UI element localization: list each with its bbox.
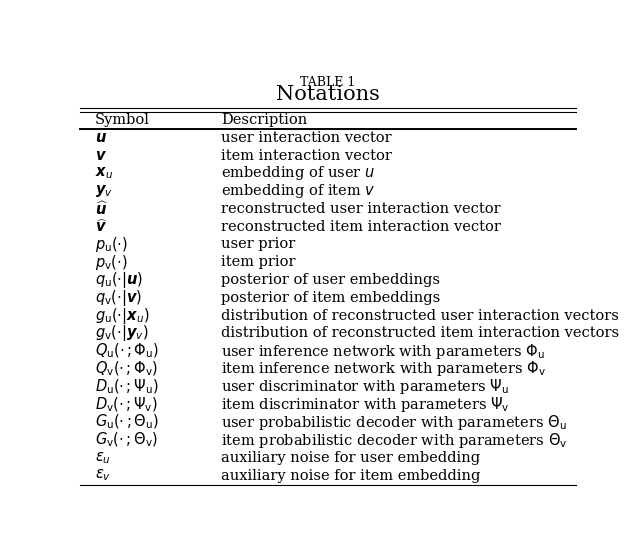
Text: $G_{\mathrm{u}}(\cdot\,;\Theta_{\mathrm{u}})$: $G_{\mathrm{u}}(\cdot\,;\Theta_{\mathrm{… [95,413,159,431]
Text: $G_{\mathrm{v}}(\cdot\,;\Theta_{\mathrm{v}})$: $G_{\mathrm{v}}(\cdot\,;\Theta_{\mathrm{… [95,431,158,449]
Text: $\widehat{\boldsymbol{v}}$: $\widehat{\boldsymbol{v}}$ [95,218,108,235]
Text: $q_{\mathrm{u}}(\cdot|\boldsymbol{u})$: $q_{\mathrm{u}}(\cdot|\boldsymbol{u})$ [95,270,143,290]
Text: $g_{\mathrm{u}}(\cdot|\boldsymbol{x}_u)$: $g_{\mathrm{u}}(\cdot|\boldsymbol{x}_u)$ [95,306,149,326]
Text: distribution of reconstructed item interaction vectors: distribution of reconstructed item inter… [221,326,620,340]
Text: $\boldsymbol{x}_u$: $\boldsymbol{x}_u$ [95,165,113,181]
Text: embedding of item $v$: embedding of item $v$ [221,182,376,200]
Text: $\boldsymbol{y}_v$: $\boldsymbol{y}_v$ [95,183,113,199]
Text: Notations: Notations [276,85,380,103]
Text: $\boldsymbol{v}$: $\boldsymbol{v}$ [95,149,107,163]
Text: $\epsilon_u$: $\epsilon_u$ [95,450,111,466]
Text: auxiliary noise for item embedding: auxiliary noise for item embedding [221,468,481,483]
Text: $D_{\mathrm{u}}(\cdot\,;\Psi_{\mathrm{u}})$: $D_{\mathrm{u}}(\cdot\,;\Psi_{\mathrm{u}… [95,378,159,396]
Text: user probabilistic decoder with parameters $\Theta_{\mathrm{u}}$: user probabilistic decoder with paramete… [221,413,567,432]
Text: $\widehat{\boldsymbol{u}}$: $\widehat{\boldsymbol{u}}$ [95,200,109,217]
Text: item interaction vector: item interaction vector [221,149,392,163]
Text: distribution of reconstructed user interaction vectors: distribution of reconstructed user inter… [221,309,620,322]
Text: $g_{\mathrm{v}}(\cdot|\boldsymbol{y}_v)$: $g_{\mathrm{v}}(\cdot|\boldsymbol{y}_v)$ [95,324,148,343]
Text: reconstructed item interaction vector: reconstructed item interaction vector [221,220,501,234]
Text: user prior: user prior [221,237,296,252]
Text: Description: Description [221,113,308,127]
Text: auxiliary noise for user embedding: auxiliary noise for user embedding [221,451,481,465]
Text: Symbol: Symbol [95,113,150,127]
Text: TABLE 1: TABLE 1 [300,76,356,89]
Text: item inference network with parameters $\Phi_{\mathrm{v}}$: item inference network with parameters $… [221,359,546,378]
Text: $q_{\mathrm{v}}(\cdot|\boldsymbol{v})$: $q_{\mathrm{v}}(\cdot|\boldsymbol{v})$ [95,288,142,308]
Text: user inference network with parameters $\Phi_{\mathrm{u}}$: user inference network with parameters $… [221,342,545,361]
Text: item discriminator with parameters $\Psi_{\mathrm{v}}$: item discriminator with parameters $\Psi… [221,395,510,414]
Text: item prior: item prior [221,255,296,269]
Text: user discriminator with parameters $\Psi_{\mathrm{u}}$: user discriminator with parameters $\Psi… [221,377,509,396]
Text: item probabilistic decoder with parameters $\Theta_{\mathrm{v}}$: item probabilistic decoder with paramete… [221,431,568,450]
Text: posterior of user embeddings: posterior of user embeddings [221,273,440,287]
Text: $Q_{\mathrm{v}}(\cdot\,;\Phi_{\mathrm{v}})$: $Q_{\mathrm{v}}(\cdot\,;\Phi_{\mathrm{v}… [95,359,158,378]
Text: $p_{\mathrm{v}}(\cdot)$: $p_{\mathrm{v}}(\cdot)$ [95,253,127,272]
Text: $D_{\mathrm{v}}(\cdot\,;\Psi_{\mathrm{v}})$: $D_{\mathrm{v}}(\cdot\,;\Psi_{\mathrm{v}… [95,395,157,414]
Text: reconstructed user interaction vector: reconstructed user interaction vector [221,202,501,216]
Text: user interaction vector: user interaction vector [221,131,392,145]
Text: $p_{\mathrm{u}}(\cdot)$: $p_{\mathrm{u}}(\cdot)$ [95,235,128,254]
Text: embedding of user $u$: embedding of user $u$ [221,164,376,182]
Text: $Q_{\mathrm{u}}(\cdot\,;\Phi_{\mathrm{u}})$: $Q_{\mathrm{u}}(\cdot\,;\Phi_{\mathrm{u}… [95,342,159,361]
Text: $\boldsymbol{u}$: $\boldsymbol{u}$ [95,131,107,145]
Text: $\epsilon_v$: $\epsilon_v$ [95,468,111,483]
Text: posterior of item embeddings: posterior of item embeddings [221,291,440,305]
